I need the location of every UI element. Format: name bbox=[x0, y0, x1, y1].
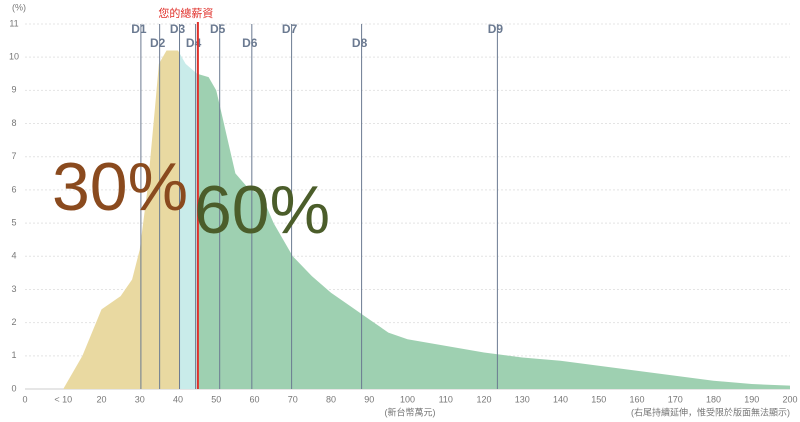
x-tick-label: 180 bbox=[706, 394, 721, 404]
x-tick-label: 50 bbox=[211, 394, 221, 404]
x-tick-label: 60 bbox=[249, 394, 259, 404]
x-tick-label: 110 bbox=[439, 394, 453, 404]
decile-label: D1 bbox=[131, 22, 147, 36]
y-axis-label: (%) bbox=[12, 2, 26, 12]
y-tick-label: 5 bbox=[11, 217, 16, 227]
decile-label: D4 bbox=[186, 36, 202, 50]
x-tick-label: 0 bbox=[22, 394, 27, 404]
decile-label: D3 bbox=[170, 22, 186, 36]
share-label: 30% bbox=[52, 149, 188, 225]
x-tick-label: 120 bbox=[476, 394, 491, 404]
y-tick-label: 6 bbox=[11, 184, 16, 194]
y-tick-label: 8 bbox=[11, 118, 16, 128]
y-tick-label: 11 bbox=[9, 18, 18, 28]
decile-label: D9 bbox=[488, 22, 504, 36]
decile-label: D7 bbox=[282, 22, 298, 36]
decile-label: D6 bbox=[242, 36, 258, 50]
x-tick-label: 20 bbox=[96, 394, 106, 404]
y-tick-label: 0 bbox=[11, 383, 16, 393]
y-tick-label: 1 bbox=[11, 350, 16, 360]
marker-label: 您的總薪資 bbox=[158, 6, 213, 20]
y-tick-label: 4 bbox=[11, 251, 16, 261]
note: (右尾持續延伸，惟受限於版面無法顯示) bbox=[631, 406, 790, 417]
x-tick-label: 30 bbox=[135, 394, 145, 404]
x-tick-label: 140 bbox=[553, 394, 568, 404]
x-tick-label: 100 bbox=[400, 394, 415, 404]
x-tick-label: 190 bbox=[744, 394, 759, 404]
x-tick-label: 150 bbox=[591, 394, 606, 404]
share-label: 60% bbox=[194, 172, 330, 248]
x-tick-label: < 10 bbox=[54, 394, 72, 404]
y-tick-label: 3 bbox=[11, 284, 16, 294]
y-tick-label: 10 bbox=[9, 52, 19, 62]
decile-label: D2 bbox=[150, 36, 166, 50]
x-tick-label: 40 bbox=[173, 394, 183, 404]
area bbox=[63, 50, 790, 389]
x-tick-label: 130 bbox=[515, 394, 530, 404]
x-axis-label: (新台幣萬元) bbox=[385, 406, 436, 417]
x-tick-label: 160 bbox=[629, 394, 644, 404]
decile-label: D5 bbox=[210, 22, 226, 36]
x-tick-label: 70 bbox=[288, 394, 298, 404]
decile-label: D8 bbox=[352, 36, 368, 50]
x-tick-label: 80 bbox=[326, 394, 336, 404]
y-tick-label: 7 bbox=[11, 151, 16, 161]
y-tick-label: 9 bbox=[11, 85, 16, 95]
x-tick-label: 90 bbox=[364, 394, 374, 404]
y-tick-label: 2 bbox=[11, 317, 16, 327]
x-tick-label: 170 bbox=[668, 394, 683, 404]
x-tick-label: 200 bbox=[782, 394, 797, 404]
